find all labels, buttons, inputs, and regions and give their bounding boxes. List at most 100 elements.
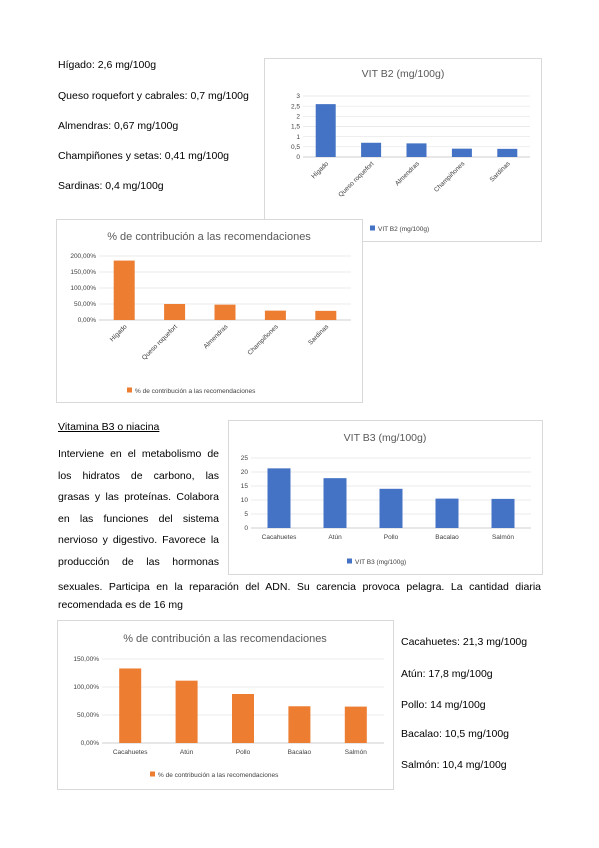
bar (232, 694, 254, 743)
x-tick-label: Almendras (202, 323, 229, 350)
b3-paragraph-wide: sexuales. Participa en la reparación del… (58, 577, 541, 616)
b2-value-liver: Hígado: 2,6 mg/100g (58, 59, 157, 71)
b2-value-almonds: Almendras: 0,67 mg/100g (58, 120, 179, 132)
bar (344, 706, 367, 743)
y-tick-label: 0 (296, 154, 300, 161)
b3-para-line: en las funciones del sistema (58, 512, 219, 525)
y-tick-label: 150,00% (70, 269, 96, 276)
x-tick-label: Almendras (394, 160, 421, 187)
b3-para-line: Interviene en el metabolismo de (58, 448, 219, 460)
legend-swatch (347, 558, 352, 564)
y-tick-label: 100,00% (70, 285, 96, 292)
y-tick-label: 0,00% (81, 740, 100, 747)
chart-vit-b2-svg: VIT B2 (mg/100g) 0 0,5 1 1,5 2 2,5 3 Hígado Queso… (291, 68, 530, 233)
x-tick-label: Salmón (492, 534, 514, 541)
bar (315, 310, 337, 320)
y-tick-label: 20 (241, 469, 249, 476)
bar (497, 148, 518, 157)
y-tick-label: 50,00% (77, 712, 99, 719)
b3-value-cod: Bacalao: 10,5 mg/100g (401, 728, 509, 740)
bar (315, 104, 336, 157)
b3-para-line: grasas y las proteínas. Colabora (58, 491, 219, 503)
chart-title: % de contribución a las recomendaciones (107, 231, 311, 243)
b3-para-line: producción de las hormonas (58, 555, 219, 568)
legend-label: VIT B3 (mg/100g) (355, 559, 406, 566)
bar (164, 304, 186, 320)
x-tick-label: Cacahuetes (262, 534, 297, 541)
y-tick-label: 10 (241, 497, 249, 504)
bar (267, 468, 291, 528)
bar (379, 488, 403, 528)
chart-b2-contribution-svg: % de contribución a las recomendaciones 0… (70, 231, 351, 395)
b3-para-line: nervioso y digestivo. Favorece la (58, 534, 219, 546)
section-heading-b3: Vitamina B3 o niacina (58, 421, 160, 433)
chart-title: VIT B2 (mg/100g) (362, 68, 445, 80)
legend-label: % de contribución a las recomendaciones (135, 388, 256, 395)
bar (435, 498, 459, 528)
y-tick-label: 3 (296, 93, 300, 100)
x-tick-label: Sardinas (489, 160, 513, 184)
x-tick-label: Salmón (345, 749, 367, 756)
b3-para-line: sexuales. Participa en la reparación del… (58, 581, 541, 593)
x-tick-label: Bacalao (288, 749, 312, 756)
y-tick-label: 2 (296, 114, 300, 121)
legend-swatch (127, 387, 132, 393)
bar (214, 304, 236, 320)
x-tick-label: Queso roquefort (337, 160, 375, 198)
b3-para-line: recomendada es de 16 mg (58, 598, 183, 611)
bar (288, 706, 311, 743)
chart-title: VIT B3 (mg/100g) (344, 432, 427, 444)
x-tick-label: Hígado (310, 160, 330, 180)
x-tick-label: Queso roquefort (141, 323, 179, 361)
y-tick-label: 50,00% (74, 301, 96, 308)
x-tick-label: Champiñones (247, 323, 281, 357)
chart-vit-b3: VIT B3 (mg/100g) 0 5 10 15 20 25 Cacahuetes Atún… (228, 420, 543, 575)
chart-title: % de contribución a las recomendaciones (123, 633, 327, 645)
y-tick-label: 5 (244, 511, 248, 518)
x-tick-label: Hígado (109, 323, 129, 343)
y-tick-label: 200,00% (70, 253, 96, 260)
bar (406, 143, 427, 157)
chart-b3-contribution: % de contribución a las recomendaciones 0… (57, 620, 394, 790)
legend-swatch (150, 771, 155, 777)
b3-value-salmon: Salmón: 10,4 mg/100g (401, 759, 507, 771)
x-tick-label: Atún (328, 534, 342, 541)
b3-para-line: los hidratos de carbono, las (58, 469, 219, 482)
y-tick-label: 2,5 (291, 103, 300, 110)
x-tick-label: Champiñones (433, 160, 467, 194)
b3-value-peanuts: Cacahuetes: 21,3 mg/100g (401, 636, 528, 648)
chart-vit-b3-svg: VIT B3 (mg/100g) 0 5 10 15 20 25 Cacahuetes Atún… (241, 432, 531, 566)
bar (323, 478, 347, 528)
bar (175, 680, 198, 743)
x-tick-label: Bacalao (435, 534, 459, 541)
b3-value-chicken: Pollo: 14 mg/100g (401, 699, 486, 711)
x-tick-label: Cacahuetes (113, 749, 148, 756)
y-tick-label: 0,5 (291, 144, 300, 151)
chart-b2-contribution: % de contribución a las recomendaciones 0… (56, 219, 363, 403)
b3-value-tuna: Atún: 17,8 mg/100g (401, 668, 493, 680)
bar (361, 142, 382, 157)
y-tick-label: 150,00% (73, 656, 99, 663)
y-tick-label: 15 (241, 483, 249, 490)
bar (491, 498, 515, 528)
legend-label: VIT B2 (mg/100g) (378, 226, 429, 233)
x-tick-label: Atún (180, 749, 194, 756)
legend-label: % de contribución a las recomendaciones (158, 772, 279, 779)
chart-vit-b2: VIT B2 (mg/100g) 0 0,5 1 1,5 2 2,5 3 Hígado Queso… (264, 58, 542, 242)
bar (451, 148, 472, 157)
y-tick-label: 1 (296, 134, 300, 141)
chart-b3-contribution-svg: % de contribución a las recomendaciones 0… (73, 633, 384, 779)
b2-value-mushrooms: Champiñones y setas: 0,41 mg/100g (58, 150, 230, 162)
bar (264, 310, 286, 320)
y-tick-label: 0,00% (78, 317, 97, 324)
bar (119, 668, 142, 743)
y-tick-label: 25 (241, 455, 249, 462)
legend-swatch (370, 225, 375, 231)
b2-value-sardines: Sardinas: 0,4 mg/100g (58, 180, 164, 192)
b3-paragraph-narrow: Interviene en el metabolismo de los hidr… (58, 444, 219, 573)
y-tick-label: 100,00% (73, 684, 99, 691)
y-tick-label: 1,5 (291, 124, 300, 131)
bar (113, 260, 135, 320)
y-tick-label: 0 (244, 525, 248, 532)
x-tick-label: Pollo (236, 749, 251, 756)
